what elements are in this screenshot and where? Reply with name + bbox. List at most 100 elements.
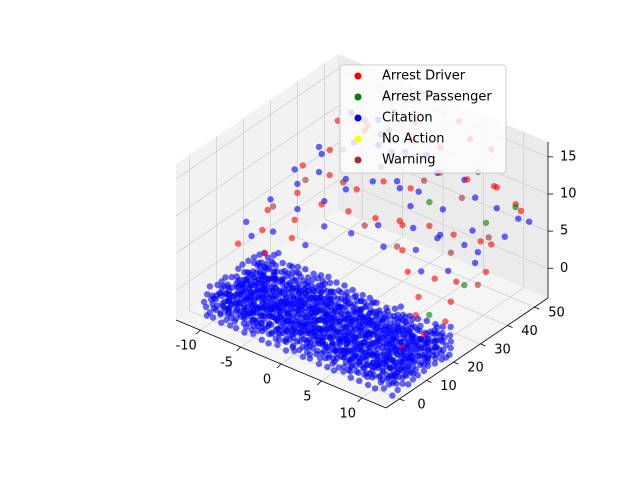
legend-marker <box>354 93 362 101</box>
data-point <box>294 189 301 196</box>
data-point <box>244 277 251 284</box>
data-point <box>397 353 405 360</box>
data-point <box>305 311 312 319</box>
data-point <box>275 249 282 257</box>
data-point <box>340 363 348 370</box>
data-point <box>307 317 315 324</box>
data-point <box>314 337 322 345</box>
data-point <box>391 305 399 312</box>
data-point <box>322 312 330 319</box>
data-point <box>265 276 272 283</box>
data-point <box>347 363 354 370</box>
data-point <box>376 341 383 348</box>
data-point <box>214 281 221 289</box>
data-point <box>416 327 423 335</box>
x-axis-tick-labels: -10 -5 0 5 10 <box>176 329 363 421</box>
data-point <box>360 314 368 321</box>
data-point <box>445 267 452 275</box>
data-point <box>406 328 413 335</box>
y-tick-mark <box>453 361 459 365</box>
data-point <box>399 367 407 374</box>
data-point <box>341 297 348 304</box>
data-point <box>225 309 232 316</box>
data-point <box>278 289 286 296</box>
data-point <box>399 374 406 381</box>
data-point <box>343 323 350 330</box>
data-point <box>369 178 376 185</box>
data-point <box>290 293 297 300</box>
data-point <box>438 356 445 363</box>
data-point <box>363 362 371 369</box>
data-point <box>431 275 438 282</box>
data-point <box>461 281 468 289</box>
data-point <box>488 241 495 248</box>
z-tick-label: 0 <box>560 261 568 276</box>
data-point <box>259 312 267 320</box>
data-point <box>228 273 235 281</box>
data-point <box>387 330 394 337</box>
data-point <box>356 359 363 366</box>
data-point <box>407 202 414 210</box>
data-point <box>420 345 428 352</box>
data-point <box>296 289 303 297</box>
data-point <box>340 348 347 356</box>
data-point <box>326 146 333 154</box>
data-point <box>283 272 290 280</box>
data-point <box>371 327 378 334</box>
data-point <box>241 285 249 292</box>
x-tick-mark <box>236 346 241 352</box>
data-point <box>230 301 237 308</box>
data-point <box>417 322 424 329</box>
data-point <box>283 286 291 293</box>
data-point <box>410 224 417 232</box>
data-point <box>379 376 386 384</box>
data-point <box>261 250 269 257</box>
x-tick-label: -5 <box>220 356 233 371</box>
data-point <box>347 374 354 381</box>
y-grid-line-floor <box>189 310 400 400</box>
data-point <box>464 176 471 183</box>
data-point <box>314 275 322 282</box>
data-point <box>259 226 266 234</box>
data-point <box>375 222 382 229</box>
data-point <box>203 312 211 319</box>
data-point <box>351 337 358 345</box>
data-point <box>306 351 314 358</box>
data-point <box>447 249 455 256</box>
data-point <box>250 301 257 308</box>
data-point <box>392 327 400 335</box>
data-point <box>279 280 286 287</box>
data-point <box>298 333 305 340</box>
data-point <box>396 338 403 346</box>
data-point <box>342 336 350 343</box>
data-point <box>239 261 246 268</box>
data-point <box>363 370 370 377</box>
data-point <box>330 367 338 374</box>
data-point <box>273 293 280 300</box>
data-point <box>281 315 288 322</box>
data-point <box>316 282 323 289</box>
data-point <box>331 358 339 365</box>
data-point <box>393 243 401 250</box>
data-point <box>318 201 325 208</box>
data-point <box>302 266 309 273</box>
data-point <box>250 289 257 296</box>
data-point <box>323 304 330 311</box>
z-grid-line-left <box>175 68 339 180</box>
data-point <box>265 309 272 317</box>
data-point <box>294 205 301 213</box>
data-point <box>512 203 519 211</box>
data-point <box>258 336 265 343</box>
data-point <box>336 321 343 328</box>
data-point <box>447 323 454 331</box>
x-tick-label: 10 <box>340 406 357 421</box>
data-point <box>329 341 336 348</box>
data-point <box>289 344 296 351</box>
data-point <box>396 217 403 224</box>
data-point <box>348 314 356 321</box>
data-point <box>385 340 392 347</box>
data-point <box>482 268 490 276</box>
data-point <box>382 334 389 341</box>
data-point <box>366 294 374 302</box>
